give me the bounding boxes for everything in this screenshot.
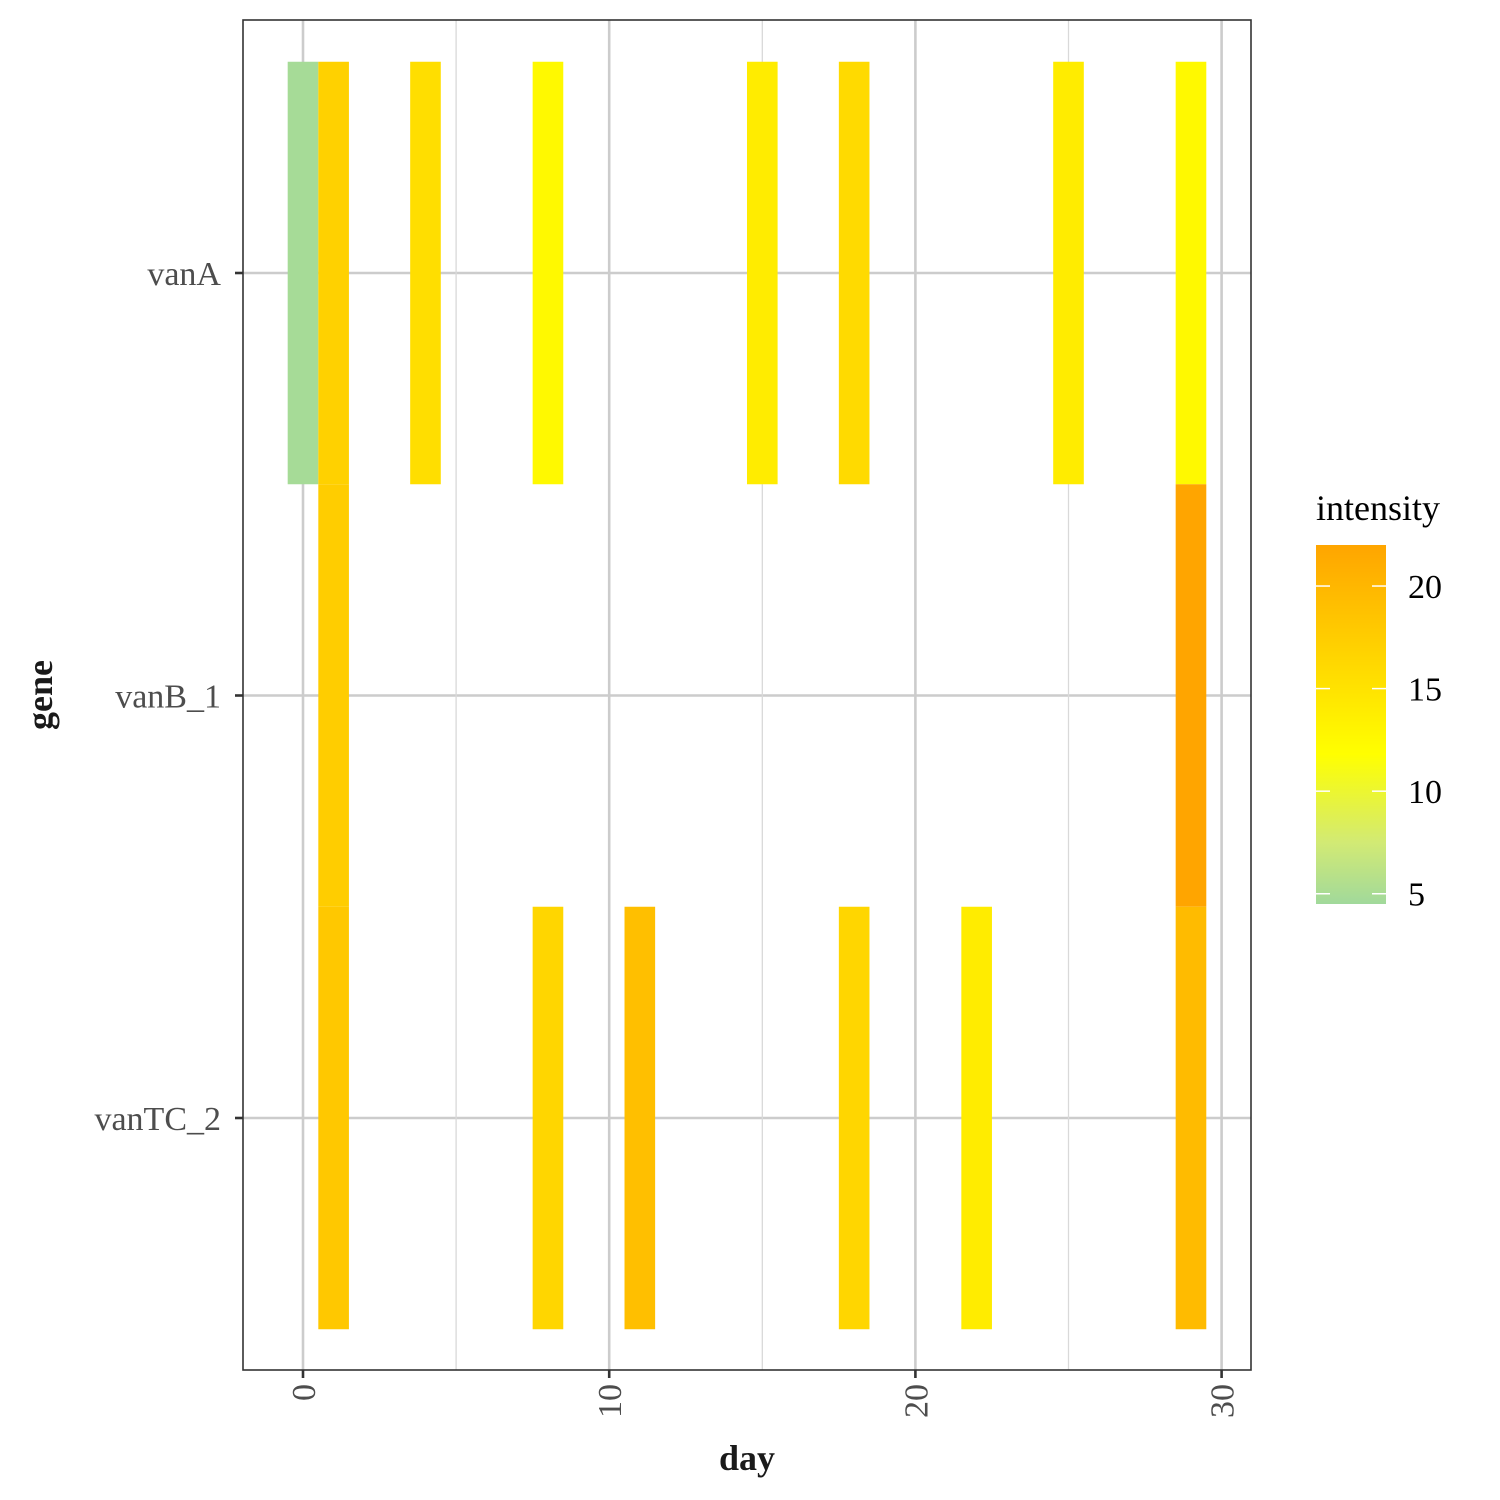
legend-tick-label: 10 [1408,774,1442,811]
heatmap-tile [318,484,349,907]
legend-ticks: 5 10 15 20 [1316,569,1442,914]
y-tick-label: vanTC_2 [94,1101,221,1138]
heatmap-tile [1053,61,1084,485]
heatmap-tile [838,906,870,1330]
x-tick-label: 10 [592,1384,629,1418]
y-axis: vanA vanB_1 vanTC_2 [94,256,243,1138]
legend-colorbar [1316,545,1386,904]
heatmap-tile [318,61,349,485]
legend: intensity 5 10 15 20 [1316,488,1442,914]
heatmap-tile [532,906,564,1330]
heatmap-tiles [287,61,1207,1330]
heatmap-tile [624,906,656,1330]
legend-tick-label: 15 [1408,672,1442,709]
x-axis-title: day [719,1438,775,1478]
x-tick-label: 0 [286,1384,323,1401]
y-tick-label: vanB_1 [115,679,221,716]
legend-title: intensity [1316,488,1440,528]
heatmap-tile [318,906,349,1330]
x-tick-label: 30 [1205,1384,1242,1418]
legend-tick-label: 20 [1408,569,1442,606]
legend-tick-label: 5 [1408,877,1425,914]
x-tick-label: 20 [898,1384,935,1418]
heatmap-tile [838,61,870,485]
heatmap-tile [287,61,319,485]
heatmap-tile [1175,61,1207,485]
y-tick-label: vanA [147,256,221,293]
heatmap-tile [532,61,564,485]
heatmap-tile [1175,484,1207,907]
heatmap-tile [1175,906,1207,1330]
heatmap-tile [746,61,778,485]
heatmap-tile [410,61,441,485]
heatmap-tile [961,906,992,1330]
x-axis: 0 10 20 30 [286,1370,1242,1418]
y-axis-title: gene [20,660,60,730]
